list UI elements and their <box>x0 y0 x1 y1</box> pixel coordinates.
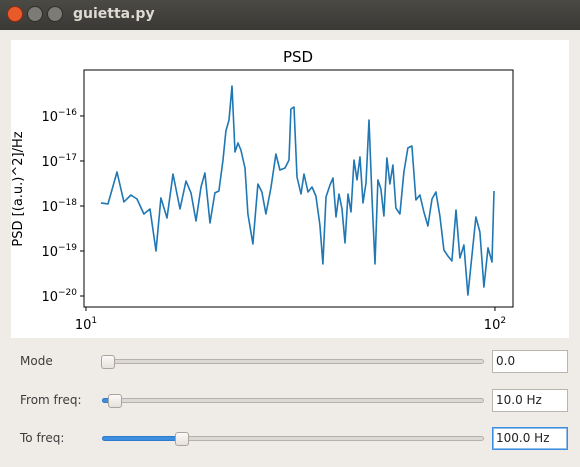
tick-exponent: −18 <box>58 198 77 208</box>
y-axis-label: PSD [(a.u.)^2]/Hz <box>11 131 26 246</box>
tick-base: 10 <box>41 200 58 215</box>
slider-handle[interactable] <box>101 355 115 369</box>
window-title: guietta.py <box>73 6 155 22</box>
maximize-button[interactable] <box>47 6 63 22</box>
tick-exponent: 1 <box>91 316 97 326</box>
tick-label: 10−17 <box>41 153 77 170</box>
chart: PSD PSD [(a.u.)^2]/Hz 101 10210−1610−1710… <box>11 40 569 338</box>
minimize-button[interactable] <box>27 6 43 22</box>
data-line <box>100 85 495 296</box>
tick-label: 10−16 <box>41 108 77 125</box>
tick-base: 10 <box>484 318 501 333</box>
chart-title: PSD <box>283 48 313 66</box>
tick-base: 10 <box>41 245 58 260</box>
figure-background <box>11 40 569 338</box>
tick-base: 10 <box>41 155 58 170</box>
tick-label: 10−20 <box>41 288 77 305</box>
control-label: From freq: <box>20 393 82 407</box>
tick-label: 102 <box>484 316 506 333</box>
close-button[interactable] <box>7 6 23 22</box>
slider-track[interactable] <box>102 359 484 364</box>
slider-track[interactable] <box>102 398 484 403</box>
title-bar: guietta.py <box>0 0 580 30</box>
tick-label: 10−19 <box>41 243 77 260</box>
value-field[interactable]: 0.0 <box>492 350 568 373</box>
tick-base: 10 <box>75 318 92 333</box>
tick-label: 101 <box>75 316 97 333</box>
tick-base: 10 <box>41 110 58 125</box>
axes-frame <box>83 69 514 308</box>
value-field[interactable]: 10.0 Hz <box>492 389 568 412</box>
tick-exponent: −16 <box>58 108 77 118</box>
tick-exponent: −17 <box>58 153 77 163</box>
tick-exponent: −20 <box>58 288 77 298</box>
control-label: Mode <box>20 354 53 368</box>
slider-handle[interactable] <box>108 394 122 408</box>
tick-exponent: 2 <box>500 316 506 326</box>
tick-label: 10−18 <box>41 198 77 215</box>
tick-exponent: −19 <box>58 243 77 253</box>
control-label: To freq: <box>20 431 65 445</box>
value-field[interactable]: 100.0 Hz <box>492 427 568 450</box>
slider-fill <box>102 436 182 441</box>
slider-handle[interactable] <box>175 432 189 446</box>
tick-base: 10 <box>41 290 58 305</box>
